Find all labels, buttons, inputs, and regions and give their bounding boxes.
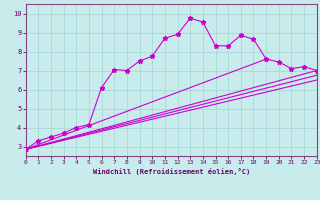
X-axis label: Windchill (Refroidissement éolien,°C): Windchill (Refroidissement éolien,°C) <box>92 168 250 175</box>
